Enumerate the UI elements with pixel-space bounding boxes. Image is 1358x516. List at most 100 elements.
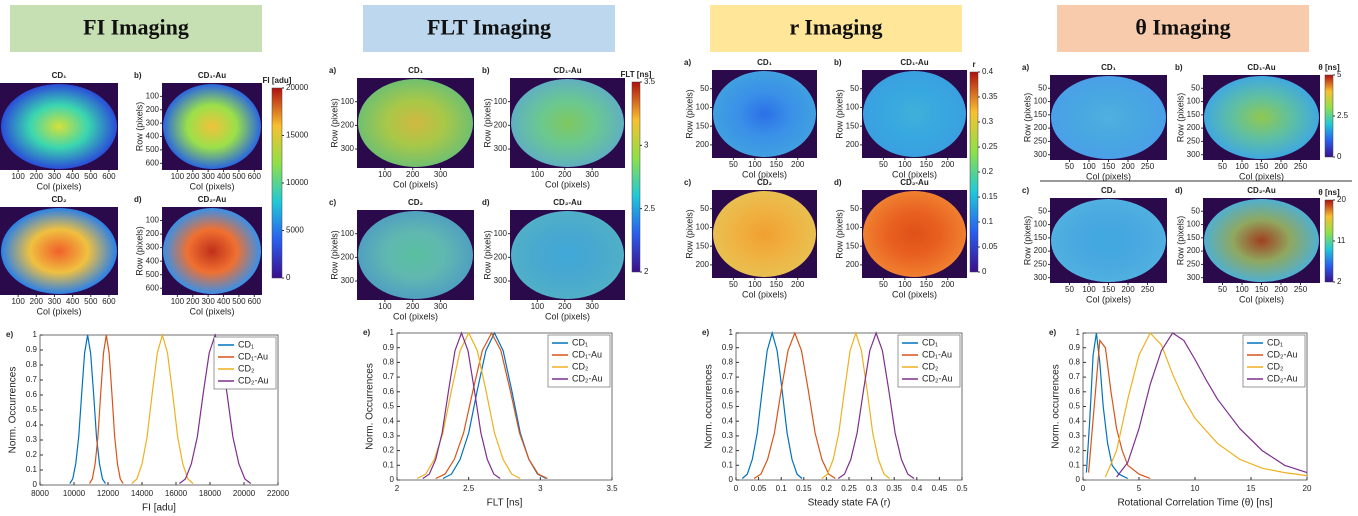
section-title: θ Imaging [1135, 15, 1230, 40]
x-tick-label: 250 [1294, 285, 1308, 294]
y-tick-label: 0.5 [1069, 402, 1081, 411]
x-tick-label: 0.5 [956, 484, 968, 493]
x-axis-label: Col (pixels) [36, 306, 81, 316]
x-tick-label: 100 [378, 302, 392, 311]
series-line [131, 332, 194, 484]
image-ellipse [713, 71, 816, 157]
x-axis-label: Col (pixels) [189, 181, 234, 191]
colorbar-tick-label: 3 [644, 140, 649, 149]
colorbar-tick-label: 20000 [286, 83, 309, 92]
x-axis-label: Steady state FA (r) [808, 498, 891, 509]
y-tick-label: 0.1 [1069, 460, 1081, 469]
y-tick-label: 150 [1187, 233, 1201, 242]
x-tick-label: 100 [531, 302, 545, 311]
series-line [837, 331, 915, 479]
y-tick-label: 200 [696, 260, 710, 269]
x-tick-label: 250 [1294, 162, 1308, 171]
y-tick-label: 600 [146, 158, 160, 167]
y-axis-label: Row (pixels) [134, 102, 144, 152]
y-tick-label: 400 [146, 132, 160, 141]
y-tick-label: 300 [1034, 273, 1048, 282]
legend-label: CD₂ [922, 361, 939, 371]
image-ellipse [1, 208, 117, 294]
x-tick-label: 10 [1191, 484, 1200, 493]
x-tick-label: 500 [84, 172, 98, 181]
y-tick-label: 0.8 [1069, 358, 1081, 367]
x-tick-label: 300 [434, 302, 448, 311]
y-tick-label: 150 [846, 241, 860, 250]
y-tick-label: 0.9 [383, 343, 395, 352]
y-axis-label: Row (pixels) [684, 209, 694, 259]
colorbar-tick-label: 2 [644, 267, 649, 276]
image-ellipse [713, 191, 816, 277]
x-tick-label: 22000 [267, 489, 290, 498]
y-tick-label: 300 [494, 276, 508, 285]
x-tick-label: 200 [30, 172, 44, 181]
x-tick-label: 0 [1081, 484, 1086, 493]
x-tick-label: 0.05 [751, 484, 767, 493]
legend-label: CD₂ [572, 361, 589, 371]
x-tick-label: 400 [217, 297, 231, 306]
y-tick-label: 150 [1034, 110, 1048, 119]
y-tick-label: 100 [1187, 220, 1201, 229]
panel-title: CD₂-Au [553, 198, 582, 207]
x-tick-label: 50 [1218, 162, 1227, 171]
colorbar-label: θ [ns] [1318, 188, 1340, 197]
y-tick-label: 100 [696, 223, 710, 232]
panel-title: CD₁-Au [900, 58, 928, 67]
x-tick-label: 150 [1255, 162, 1269, 171]
legend-label: CD₁-Au [238, 351, 268, 361]
image-ellipse [358, 79, 473, 167]
x-tick-label: 300 [434, 170, 448, 179]
legend-label: CD₂ [238, 363, 255, 373]
y-tick-label: 100 [1034, 97, 1048, 106]
legend-label: CD₁-Au [572, 349, 602, 359]
colorbar-tick-label: 0.35 [982, 92, 998, 101]
y-tick-label: 0 [729, 475, 734, 484]
panel-label: d) [134, 195, 142, 204]
colorbar-tick-label: 0.3 [982, 117, 994, 126]
colorbar-tick-label: 3.5 [644, 77, 656, 86]
x-tick-label: 400 [217, 172, 231, 181]
y-tick-label: 1 [1076, 328, 1081, 337]
y-tick-label: 100 [341, 229, 355, 238]
series-line [416, 331, 521, 480]
y-tick-label: 100 [1187, 97, 1201, 106]
y-tick-label: 200 [494, 120, 508, 129]
y-axis-label: Norm. occurrences [1051, 364, 1062, 448]
x-tick-label: 250 [1141, 285, 1155, 294]
y-tick-label: 200 [1187, 123, 1201, 132]
colorbar-tick-label: 0.05 [982, 242, 998, 251]
x-tick-label: 200 [558, 302, 572, 311]
x-tick-label: 500 [84, 297, 98, 306]
y-axis-label: Row (pixels) [684, 89, 694, 139]
y-axis-label: Row (pixels) [1022, 93, 1032, 143]
y-tick-label: 0.8 [722, 358, 734, 367]
x-tick-label: 16000 [165, 489, 188, 498]
x-tick-label: 50 [879, 160, 888, 169]
y-tick-label: 0.1 [722, 460, 734, 469]
image-ellipse [863, 71, 966, 157]
y-tick-label: 300 [494, 144, 508, 153]
y-tick-label: 0.6 [26, 390, 38, 399]
legend-label: CD₂ [1267, 361, 1284, 371]
x-axis-label: Col (pixels) [1239, 294, 1284, 304]
y-tick-label: 100 [1034, 220, 1048, 229]
y-tick-label: 300 [341, 144, 355, 153]
y-tick-label: 100 [341, 97, 355, 106]
x-axis-label: Col (pixels) [892, 289, 937, 299]
image-ellipse [511, 211, 624, 299]
x-tick-label: 0.15 [796, 484, 812, 493]
x-tick-label: 100 [898, 280, 912, 289]
y-tick-label: 300 [1034, 150, 1048, 159]
x-tick-label: 50 [1218, 285, 1227, 294]
panel-title: CD₁ [1101, 63, 1117, 72]
x-tick-label: 100 [1082, 285, 1096, 294]
colorbar-tick-label: 5000 [286, 226, 304, 235]
panel-label: a) [684, 58, 691, 67]
colorbar-tick-label: 0 [286, 273, 291, 282]
series-line [753, 331, 836, 480]
x-tick-label: 500 [232, 172, 246, 181]
panel-label: b) [1175, 63, 1183, 72]
x-axis-label: Col (pixels) [1239, 171, 1284, 181]
